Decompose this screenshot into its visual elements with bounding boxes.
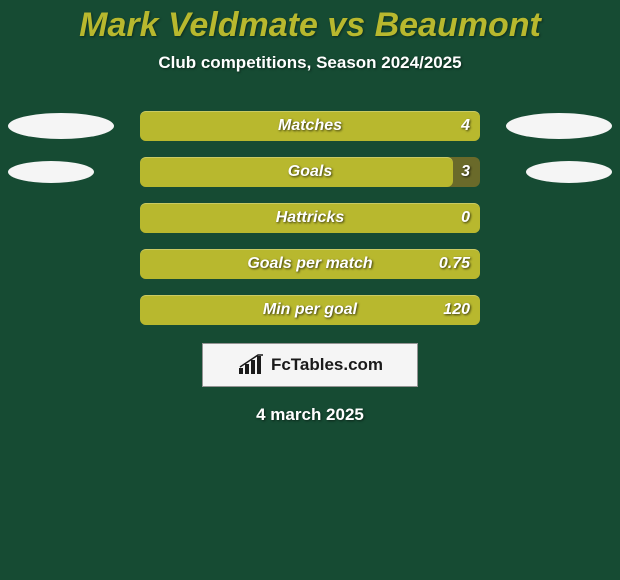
bar-track: Goals 3 (140, 157, 480, 187)
bar-track: Min per goal 120 (140, 295, 480, 325)
bar-chart-icon (237, 354, 265, 376)
player-marker-left (8, 113, 114, 139)
date-text: 4 march 2025 (0, 405, 620, 425)
subtitle: Club competitions, Season 2024/2025 (0, 53, 620, 73)
stat-value: 3 (461, 157, 470, 187)
bar-fill (140, 111, 480, 141)
stats-chart: Matches 4 Goals 3 Hattricks 0 Goals per … (0, 111, 620, 325)
stat-row: Hattricks 0 (0, 203, 620, 233)
bar-fill (140, 249, 480, 279)
player-marker-right (506, 113, 612, 139)
page-title: Mark Veldmate vs Beaumont (0, 0, 620, 45)
player-marker-left (8, 161, 94, 183)
stat-row: Matches 4 (0, 111, 620, 141)
stat-row: Goals 3 (0, 157, 620, 187)
bar-fill (140, 157, 453, 187)
bar-fill (140, 203, 480, 233)
brand-badge: FcTables.com (202, 343, 418, 387)
bar-fill (140, 295, 480, 325)
stat-row: Goals per match 0.75 (0, 249, 620, 279)
stat-row: Min per goal 120 (0, 295, 620, 325)
player-marker-right (526, 161, 612, 183)
brand-text: FcTables.com (271, 355, 383, 375)
bar-track: Hattricks 0 (140, 203, 480, 233)
bar-track: Matches 4 (140, 111, 480, 141)
bar-track: Goals per match 0.75 (140, 249, 480, 279)
